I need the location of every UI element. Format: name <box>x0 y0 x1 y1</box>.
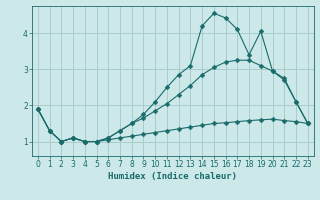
X-axis label: Humidex (Indice chaleur): Humidex (Indice chaleur) <box>108 172 237 181</box>
